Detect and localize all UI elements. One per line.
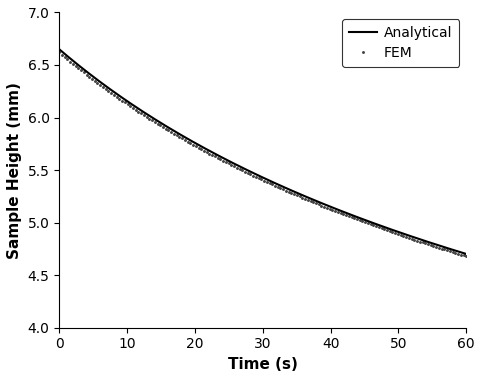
FEM bbox=[392, 231, 398, 235]
FEM bbox=[286, 190, 292, 194]
Analytical bbox=[363, 218, 369, 222]
FEM bbox=[338, 211, 344, 215]
Analytical bbox=[56, 47, 62, 52]
Analytical bbox=[463, 252, 469, 256]
Analytical bbox=[328, 205, 334, 209]
Legend: Analytical, FEM: Analytical, FEM bbox=[342, 19, 459, 67]
Analytical bbox=[241, 166, 246, 171]
Line: FEM: FEM bbox=[58, 51, 468, 258]
Y-axis label: Sample Height (mm): Sample Height (mm) bbox=[7, 81, 22, 258]
FEM bbox=[269, 182, 275, 187]
FEM bbox=[190, 143, 196, 147]
Analytical bbox=[161, 122, 167, 127]
Analytical bbox=[296, 191, 302, 196]
FEM bbox=[56, 50, 62, 55]
Analytical bbox=[128, 102, 134, 106]
Line: Analytical: Analytical bbox=[59, 49, 466, 254]
X-axis label: Time (s): Time (s) bbox=[228, 357, 298, 372]
FEM bbox=[463, 254, 469, 258]
FEM bbox=[217, 157, 223, 161]
